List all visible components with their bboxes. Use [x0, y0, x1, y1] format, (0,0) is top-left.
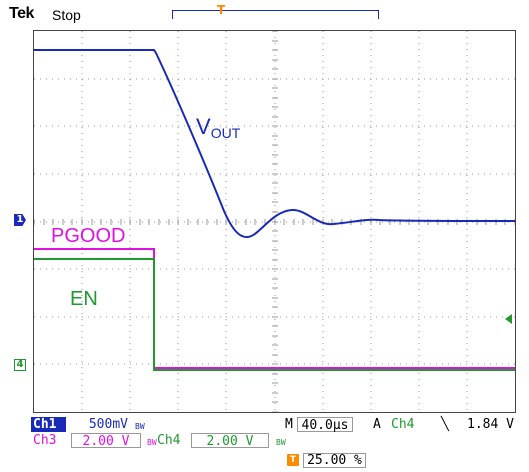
readout-row-1: Ch1 500mV BW M 40.0µs A Ch4 ╲ 1.84 V: [31, 417, 516, 433]
status-bar: Tek Stop T: [0, 0, 529, 30]
readout-row-2: Ch3 2.00 V BW Ch4 2.00 V BW: [31, 433, 516, 449]
ch4-bandwidth-limit-icon: BW: [276, 438, 286, 447]
trigger-level-marker[interactable]: [505, 314, 512, 324]
timebase-value[interactable]: 40.0µs: [297, 417, 353, 433]
ch3-pgood-trace: [34, 248, 515, 369]
ch4-en-trace: [34, 258, 515, 371]
ch4-tag[interactable]: Ch4: [157, 433, 181, 448]
waveform-display: VOUT PGOOD EN: [33, 30, 516, 413]
record-trigger-icon: T: [217, 3, 226, 17]
ch3-bandwidth-limit-icon: BW: [147, 438, 157, 447]
trigger-position-icon: T: [287, 454, 299, 466]
ch1-bandwidth-limit-icon: BW: [135, 422, 145, 431]
vout-label-sub: OUT: [210, 125, 241, 141]
ch1-tag[interactable]: Ch1: [31, 417, 66, 432]
vout-label-main: V: [196, 114, 211, 139]
trigger-level[interactable]: 1.84 V: [467, 417, 514, 432]
ch4-ground-marker[interactable]: 4: [14, 359, 26, 371]
trigger-tag: A: [373, 417, 381, 432]
falling-edge-icon: ╲: [441, 417, 449, 432]
ch4-scale: 2.00 V: [191, 433, 269, 449]
pgood-label: PGOOD: [51, 225, 126, 247]
ch1-ground-marker[interactable]: 1: [14, 214, 26, 226]
en-label: EN: [70, 288, 98, 310]
acquisition-state: Stop: [52, 7, 81, 23]
ch1-scale: 500mV: [88, 417, 128, 432]
ch3-scale: 2.00 V: [71, 433, 141, 449]
ch1-vout-trace: [34, 49, 515, 239]
timebase-tag: M: [285, 417, 293, 432]
waveform-graticule: [34, 31, 515, 412]
trigger-source[interactable]: Ch4: [391, 417, 415, 432]
ch3-tag[interactable]: Ch3: [33, 433, 57, 448]
vout-label: VOUT: [196, 114, 240, 141]
record-view-bar: T: [172, 3, 379, 19]
trigger-position-value[interactable]: 25.00 %: [303, 453, 366, 468]
brand-logo: Tek: [9, 5, 34, 22]
